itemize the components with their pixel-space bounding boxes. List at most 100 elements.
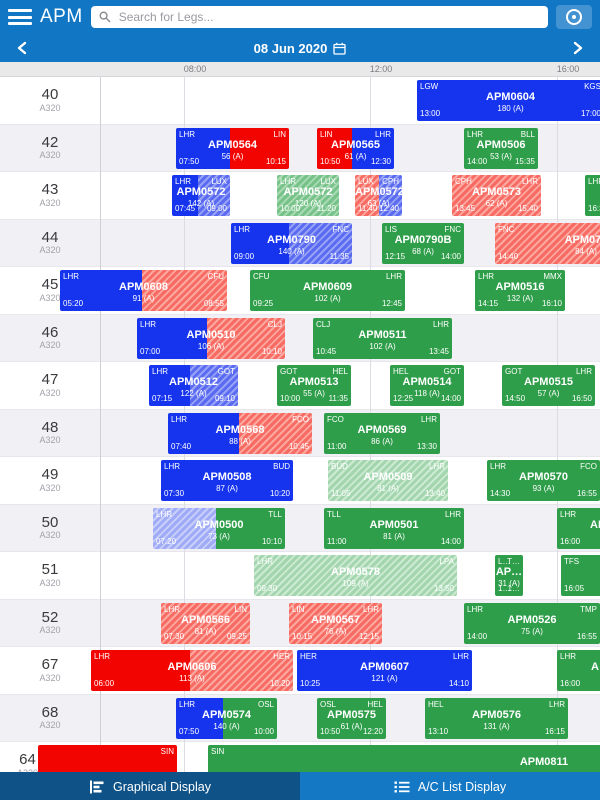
tab-graphical-display[interactable]: Graphical Display: [0, 772, 300, 800]
departure-time: 16:35: [588, 204, 600, 213]
flight-leg-block[interactable]: LHR LIN APM0564 56 (A) 07:50 10:15: [176, 127, 289, 169]
passenger-count: 73 (A): [208, 531, 230, 541]
flight-leg-block[interactable]: TLL LHR APM0501 81 (A) 11:00 14:00: [324, 507, 464, 549]
flight-leg-block[interactable]: GOT LHR APM0515 57 (A) 14:50 16:50: [502, 365, 595, 406]
flight-leg-block[interactable]: LHR BUD APM0508 87 (A) 07:30 10:20: [161, 460, 293, 501]
flight-number: AP…: [495, 566, 523, 578]
aircraft-type: A320: [39, 482, 61, 493]
flight-leg-block[interactable]: CFU LHR APM0609 102 (A) 09:25 12:45: [250, 270, 405, 311]
flight-leg-block[interactable]: LHR CFU APM0608 91 (A) 05:20 08:55: [60, 270, 227, 311]
flight-leg-block[interactable]: LHR GOT APM0512 122 (A) 07:15 09:10: [149, 365, 238, 406]
flight-leg-block[interactable]: LIS FNC APM0790B 68 (A) 12:15 14:00: [382, 222, 464, 264]
flight-leg-block[interactable]: LHR FCO APM0568 88 (A) 07:40 10:45: [168, 412, 312, 454]
leg-status-segment: [289, 602, 382, 644]
flight-leg-block[interactable]: LHR FCO APM0570 93 (A) 14:30 16:55: [487, 460, 600, 501]
flight-leg-block[interactable]: LUX CPH APM0572 63 (A) 11:40 12:40: [355, 175, 402, 216]
leg-status-segment: [206, 317, 285, 359]
flight-leg-block[interactable]: LHR LIN APM0566 81 (A) 07:30 09:25: [161, 602, 250, 644]
departure-time: 07:20: [156, 536, 177, 546]
passenger-count: 81 (A): [383, 531, 405, 541]
leg-status-segment: [277, 175, 339, 216]
axis-tick-label: 12:00: [369, 64, 393, 74]
time-axis: 08:00 12:00 16:00: [0, 62, 600, 77]
departure-time: 07:30: [164, 489, 185, 498]
flight-leg-block[interactable]: LHR CLJ APM0510 106 (A) 07:00 10:10: [137, 317, 285, 359]
flight-leg-block[interactable]: LHR BLL APM0506 53 (A) 14:00 15:35: [464, 127, 538, 169]
flight-leg-block[interactable]: GOT HEL APM0513 55 (A) 10:00 11:35: [277, 365, 351, 406]
departure-airport: LHR: [140, 319, 157, 329]
search-input[interactable]: [116, 9, 540, 25]
previous-day-button[interactable]: [12, 38, 32, 58]
flight-number: APM0606: [167, 661, 217, 673]
flight-leg-block[interactable]: FNC APM07984 (A) 14:40: [495, 222, 600, 264]
flight-leg-block[interactable]: FCO LHR APM0569 86 (A) 11:00 13:30: [324, 412, 440, 454]
departure-time: 12:25: [393, 394, 414, 403]
aircraft-row-label: 45 A320: [0, 267, 100, 314]
flight-leg-block[interactable]: LHR TMP APM0526 75 (A) 14:00 16:55: [464, 602, 600, 644]
aircraft-type: A320: [39, 672, 61, 683]
settings-button[interactable]: [556, 5, 592, 29]
flight-number: APM0572: [176, 186, 226, 198]
flight-leg-block[interactable]: LHR MMX APM0516 132 (A) 14:15 16:10: [475, 270, 565, 311]
tab-ac-list-display[interactable]: A/C List Display: [300, 772, 600, 800]
flight-leg-block[interactable]: LHR 16:35: [585, 175, 600, 216]
flight-leg-block[interactable]: OSL HEL APM0575 61 (A) 10:50 12:20: [317, 697, 386, 739]
arrival-time: 15:40: [517, 204, 538, 213]
flight-leg-block[interactable]: CLJ LHR APM0511 102 (A) 10:45 13:45: [313, 317, 452, 359]
departure-time: 11:00: [327, 441, 347, 451]
target-icon: [566, 9, 582, 25]
flight-leg-block[interactable]: BUD LHR APM0509 81 (A) 11:05 13:40: [328, 460, 448, 501]
aircraft-number: 50: [41, 513, 59, 531]
arrival-time: 14:00: [440, 536, 461, 546]
arrival-time: 10:45: [288, 441, 309, 451]
leg-status-segment: [230, 127, 289, 169]
passenger-count: 131 (A): [483, 721, 510, 731]
departure-time: 14:50: [505, 394, 526, 403]
departure-time: 16:00: [560, 536, 581, 546]
flight-leg-block[interactable]: SIN APM0811: [208, 745, 600, 772]
flight-leg-block[interactable]: HER LHR APM0607 121 (A) 10:25 14:10: [297, 650, 472, 691]
flight-leg-block[interactable]: LHR OSL APM0574 140 (A) 07:50 10:00: [176, 697, 277, 739]
departure-time: 07:40: [171, 441, 192, 451]
flight-leg-block[interactable]: LHR A 16:00: [557, 650, 600, 691]
current-date: 08 Jun 2020: [253, 40, 328, 56]
next-day-button[interactable]: [568, 38, 588, 58]
aircraft-row: 45 A320 LHR CFU APM0608 91 (A) 05:20 08:55 CFU LH…: [0, 267, 600, 315]
departure-airport: LHR: [164, 462, 181, 471]
leg-status-segment: [425, 697, 568, 739]
arrival-airport: FCO: [580, 462, 597, 471]
arrival-airport: KGS: [584, 82, 600, 91]
departure-airport: LHR: [478, 272, 495, 281]
leg-status-segment: [161, 602, 250, 644]
arrival-time: 11:35: [328, 394, 348, 403]
flight-leg-block[interactable]: LIN LHR APM0565 61 (A) 10:50 12:30: [317, 127, 394, 169]
flight-leg-block[interactable]: CPH LHR APM0573 62 (A) 13:45 15:40: [452, 175, 541, 216]
passenger-count: 81 (A): [377, 484, 399, 493]
flight-leg-block[interactable]: LHR LUX APM0572 142 (A) 07:45 09:00: [172, 175, 230, 216]
flight-leg-block[interactable]: LGW KGS APM0604 180 (A) 13:00 17:00: [417, 80, 600, 121]
flight-leg-block[interactable]: L… T… AP… 31 (A) 1… 1…: [495, 555, 523, 596]
flight-leg-block[interactable]: LHR FNC APM0790 140 (A) 09:00 11:35: [231, 222, 352, 264]
leg-status-segment: [231, 222, 290, 264]
flight-leg-block[interactable]: SIN: [38, 745, 177, 772]
passenger-count: 86 (A): [371, 436, 393, 446]
flight-leg-block[interactable]: HEL LHR APM0576 131 (A) 13:10 16:15: [425, 697, 568, 739]
flight-leg-block[interactable]: LHR LPA APM0578 109 (A) 09:30 13:50: [254, 555, 457, 596]
date-picker[interactable]: 08 Jun 2020: [32, 41, 568, 56]
flight-leg-block[interactable]: LIN LHR APM0567 76 (A) 10:15 12:15: [289, 602, 382, 644]
search-box[interactable]: [90, 6, 548, 28]
flight-leg-block[interactable]: LHR LUX APM0572 120 (A) 10:00 11:20: [277, 175, 339, 216]
aircraft-number: 67: [41, 656, 59, 674]
flight-leg-block[interactable]: TFS 16:05: [561, 555, 600, 596]
flight-leg-block[interactable]: LHR AP 16:00: [557, 507, 600, 549]
flight-leg-block[interactable]: HEL GOT APM0514 118 (A) 12:25 14:00: [390, 365, 464, 406]
aircraft-row: 48 A320 LHR FCO APM0568 88 (A) 07:40 10:45 FCO LH…: [0, 409, 600, 457]
passenger-count: 81 (A): [194, 626, 217, 636]
passenger-count: 140 (A): [278, 246, 305, 256]
flight-leg-block[interactable]: LHR TLL APM0500 73 (A) 07:20 10:10: [153, 507, 285, 549]
departure-time: 09:30: [257, 584, 278, 593]
arrival-time: 11:20: [316, 204, 336, 213]
menu-icon[interactable]: [8, 9, 32, 25]
flight-leg-block[interactable]: LHR HER APM0606 113 (A) 06:00 10:20: [91, 650, 293, 691]
arrival-airport: LHR: [420, 414, 437, 424]
